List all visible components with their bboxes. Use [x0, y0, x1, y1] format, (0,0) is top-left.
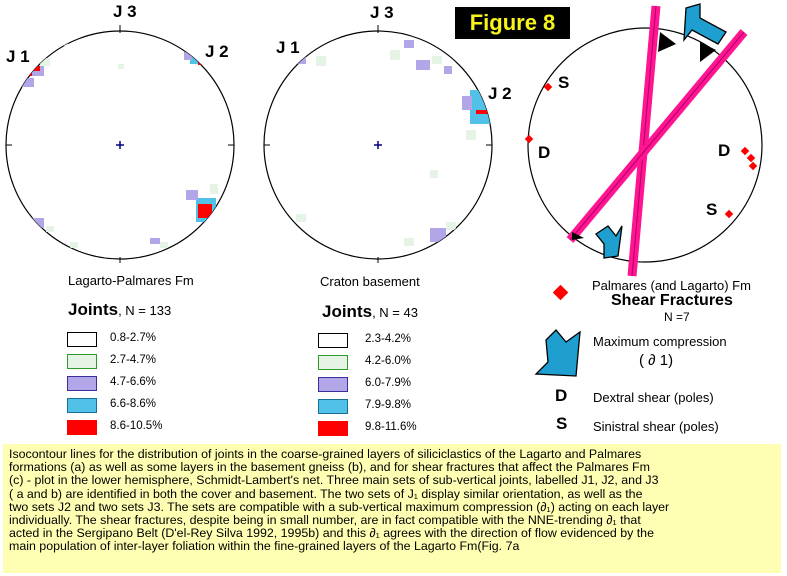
legend-title-left-main: Joints	[68, 300, 119, 319]
legend-middle-swatch-2	[318, 355, 348, 370]
stereonet-craton	[263, 25, 493, 263]
shear-plane-inclined	[566, 29, 748, 243]
legend-max-compression: Maximum compression	[593, 334, 727, 349]
shear-sense-tick-2	[700, 42, 716, 62]
figure-caption: Isocontour lines for the distribution of…	[3, 444, 781, 573]
legend-left-swatch-2	[67, 354, 97, 369]
legend-left-range-3: 4.7-6.6%	[110, 376, 157, 388]
legend-left-range-4: 6.6-8.6%	[110, 398, 157, 410]
shear-sense-tick-3	[572, 232, 584, 240]
legend-left-swatch-3	[67, 376, 97, 391]
legend-title-middle-n: , N = 43	[372, 305, 418, 320]
legend-middle-range-2: 4.2-6.0%	[365, 355, 412, 367]
legend-left-swatch-1	[67, 332, 97, 347]
caption-line-8: main population of inter-layer foliation…	[9, 539, 520, 554]
caption-line-1: Isocontour lines for the distribution of…	[9, 447, 642, 461]
legend-middle-range-1: 2.3-4.2%	[365, 333, 412, 345]
legend-middle-range-5: 9.8-11.6%	[365, 421, 417, 433]
caption-line-5: two sets J2 and two sets J3. The sets ar…	[9, 499, 670, 514]
legend-left-range-5: 8.6-10.5%	[110, 420, 163, 432]
stereonet-shear	[524, 3, 763, 277]
legend-middle-range-3: 6.0-7.9%	[365, 377, 412, 389]
caption-line-2: formations (a) as well as some layers in…	[9, 460, 650, 475]
legend-middle-range-4: 7.9-9.8%	[365, 399, 412, 411]
stereonet-lagarto	[5, 25, 235, 263]
legend-left-swatch-5	[67, 420, 97, 435]
legend-title-middle-main: Joints	[322, 302, 373, 321]
compression-arrow-bottom	[595, 225, 623, 259]
label-j2-lagarto: J 2	[205, 42, 229, 61]
legend-shear-n: N =7	[664, 310, 690, 324]
caption-line-4: ( a and b) are identified in both the co…	[9, 486, 643, 501]
label-d-left: D	[538, 143, 551, 162]
legend-title-left: Joints, N = 133	[68, 300, 171, 320]
legend-d-key: D	[555, 386, 568, 405]
legend-left-range-2: 2.7-4.7%	[110, 354, 157, 366]
legend-middle-swatch-4	[318, 399, 348, 414]
legend-left-range-1: 0.8-2.7%	[110, 332, 157, 344]
label-s-top: S	[558, 73, 570, 92]
shear-plane-steep	[627, 5, 661, 277]
legend-s-key: S	[556, 414, 568, 433]
label-d-right: D	[718, 141, 731, 160]
legend-d-desc: Dextral shear (poles)	[593, 390, 714, 405]
label-j1-lagarto: J 1	[6, 47, 30, 66]
legend-s-desc: Sinistral shear (poles)	[593, 419, 719, 434]
label-s-bottom: S	[706, 200, 718, 219]
legend-shear-title: Shear Fractures	[611, 292, 733, 309]
shear-sense-tick-1	[658, 32, 676, 52]
label-j3-craton: J 3	[370, 3, 394, 22]
legend-middle-swatch-1	[318, 333, 348, 348]
legend-title-middle: Joints, N = 43	[322, 302, 418, 322]
legend-compression-arrow	[534, 329, 581, 377]
legend-title-left-n: , N = 133	[118, 303, 172, 318]
legend-middle-swatch-3	[318, 377, 348, 392]
net-caption-lagarto: Lagarto-Palmares Fm	[68, 273, 194, 288]
figure-title: Figure 8	[455, 7, 570, 39]
legend-left-swatch-4	[67, 398, 97, 413]
legend-sigma: ( ∂ 1)	[639, 352, 674, 369]
label-j3-lagarto: J 3	[113, 2, 137, 21]
caption-line-7: acted in the Sergipano Belt (D'el-Rey Si…	[9, 526, 654, 541]
caption-line-6: individually. The shear fractures, despi…	[9, 513, 641, 528]
net-caption-craton: Craton basement	[320, 274, 420, 289]
compression-arrow-top	[683, 3, 727, 45]
legend-palmares: Palmares (and Lagarto) Fm	[592, 278, 751, 293]
label-j1-craton: J 1	[276, 38, 300, 57]
label-j2-craton: J 2	[488, 84, 512, 103]
legend-pole-symbol	[552, 284, 569, 301]
caption-line-3: (c) - plot in the lower hemisphere, Schm…	[9, 473, 659, 488]
legend-middle-swatch-5	[318, 421, 348, 436]
